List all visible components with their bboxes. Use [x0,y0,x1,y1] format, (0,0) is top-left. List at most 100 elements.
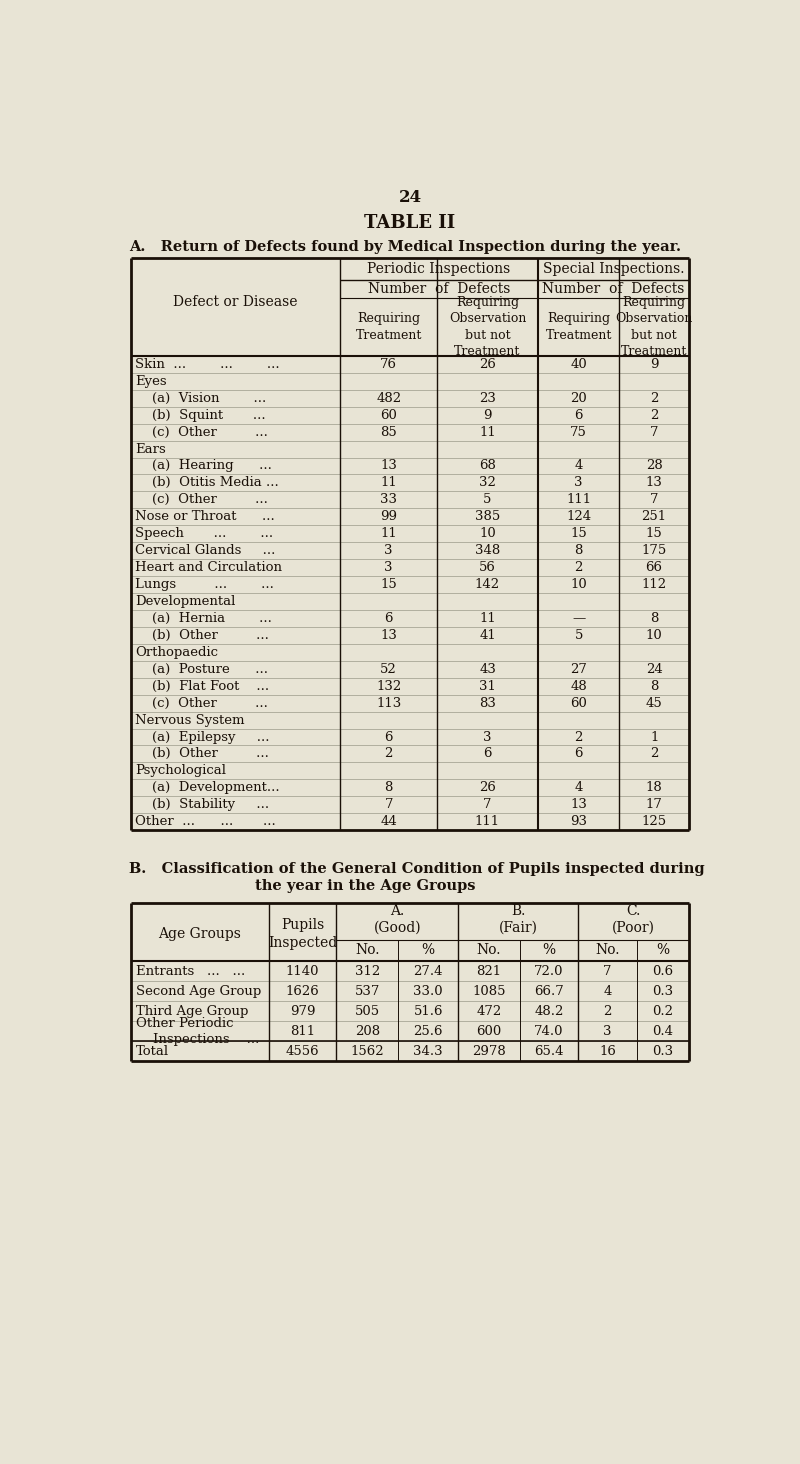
Text: 537: 537 [354,985,380,997]
Text: (b)  Otitis Media ...: (b) Otitis Media ... [135,476,278,489]
Text: 25.6: 25.6 [414,1025,443,1038]
Text: (a)  Vision        ...: (a) Vision ... [135,392,266,404]
Text: (a)  Posture      ...: (a) Posture ... [135,663,268,676]
Text: 13: 13 [380,630,397,641]
Text: 2: 2 [650,408,658,422]
Text: 2: 2 [385,748,393,760]
Text: (b)  Other         ...: (b) Other ... [135,748,269,760]
Text: (b)  Flat Foot    ...: (b) Flat Foot ... [135,679,269,692]
Text: No.: No. [355,943,380,957]
Text: 1626: 1626 [286,985,319,997]
Text: 7: 7 [650,493,658,507]
Text: 23: 23 [479,392,496,404]
Text: 2: 2 [603,1004,612,1017]
Text: 60: 60 [380,408,397,422]
Text: 111: 111 [566,493,591,507]
Text: 125: 125 [642,815,666,829]
Text: Requiring
Treatment: Requiring Treatment [355,312,422,341]
Text: 27: 27 [570,663,587,676]
Text: Nervous System: Nervous System [135,713,244,726]
Text: 76: 76 [380,357,397,370]
Text: 208: 208 [355,1025,380,1038]
Text: 31: 31 [479,679,496,692]
Text: No.: No. [477,943,502,957]
Text: 7: 7 [483,798,492,811]
Text: (a)  Development...: (a) Development... [135,782,279,795]
Text: 72.0: 72.0 [534,965,564,978]
Text: (c)  Other         ...: (c) Other ... [135,697,268,710]
Text: 505: 505 [355,1004,380,1017]
Text: 13: 13 [570,798,587,811]
Text: 5: 5 [574,630,582,641]
Text: 27.4: 27.4 [414,965,443,978]
Text: 99: 99 [380,511,397,523]
Text: C.
(Poor): C. (Poor) [612,903,655,935]
Text: 113: 113 [376,697,402,710]
Text: 15: 15 [646,527,662,540]
Text: 312: 312 [354,965,380,978]
Text: 9: 9 [483,408,492,422]
Text: Skin  ...        ...        ...: Skin ... ... ... [135,357,279,370]
Text: (a)  Hearing      ...: (a) Hearing ... [135,460,272,473]
Text: Entrants   ...   ...: Entrants ... ... [136,965,245,978]
Text: Number  of  Defects: Number of Defects [368,283,510,296]
Text: 2: 2 [650,392,658,404]
Text: 28: 28 [646,460,662,473]
Text: —: — [572,612,585,625]
Text: (c)  Other         ...: (c) Other ... [135,493,268,507]
Text: 6: 6 [574,748,583,760]
Text: 5: 5 [483,493,492,507]
Text: Defect or Disease: Defect or Disease [174,296,298,309]
Text: 65.4: 65.4 [534,1045,564,1057]
Text: Lungs         ...        ...: Lungs ... ... [135,578,274,591]
Text: (a)  Hernia        ...: (a) Hernia ... [135,612,272,625]
Text: 8: 8 [574,545,582,558]
Text: 34.3: 34.3 [414,1045,443,1057]
Text: 68: 68 [479,460,496,473]
Text: Periodic Inspections: Periodic Inspections [367,262,510,275]
Text: Ears: Ears [135,442,166,455]
Text: 132: 132 [376,679,402,692]
Text: 24: 24 [398,189,422,206]
Text: 11: 11 [479,612,496,625]
Text: Number  of  Defects: Number of Defects [542,283,685,296]
Text: 175: 175 [642,545,666,558]
Text: 33.0: 33.0 [414,985,443,997]
Text: 13: 13 [646,476,662,489]
Text: 11: 11 [380,527,397,540]
Text: 7: 7 [603,965,612,978]
Text: 6: 6 [574,408,583,422]
Text: (b)  Other         ...: (b) Other ... [135,630,269,641]
Text: Special Inspections.: Special Inspections. [542,262,684,275]
Text: 24: 24 [646,663,662,676]
Text: 17: 17 [646,798,662,811]
Text: the year in the Age Groups: the year in the Age Groups [255,878,475,893]
Text: 3: 3 [483,731,492,744]
Text: 41: 41 [479,630,496,641]
Text: 11: 11 [479,426,496,439]
Text: 13: 13 [380,460,397,473]
Text: 811: 811 [290,1025,315,1038]
Text: B.
(Fair): B. (Fair) [498,903,538,935]
Text: 0.2: 0.2 [653,1004,674,1017]
Text: 15: 15 [380,578,397,591]
Text: 0.3: 0.3 [653,1045,674,1057]
Text: 6: 6 [385,731,393,744]
Text: 83: 83 [479,697,496,710]
Text: 66.7: 66.7 [534,985,564,997]
Text: 93: 93 [570,815,587,829]
Text: 482: 482 [376,392,402,404]
Text: 4: 4 [574,782,582,795]
Text: Speech       ...        ...: Speech ... ... [135,527,273,540]
Text: B.   Classification of the General Condition of Pupils inspected during: B. Classification of the General Conditi… [130,862,705,875]
Text: 40: 40 [570,357,587,370]
Text: 142: 142 [475,578,500,591]
Text: 821: 821 [477,965,502,978]
Text: (c)  Other         ...: (c) Other ... [135,426,268,439]
Text: Other Periodic
    Inspections    ...: Other Periodic Inspections ... [136,1016,259,1045]
Text: 124: 124 [566,511,591,523]
Text: 1: 1 [650,731,658,744]
Text: 2: 2 [574,561,582,574]
Text: 0.6: 0.6 [653,965,674,978]
Text: 52: 52 [380,663,397,676]
